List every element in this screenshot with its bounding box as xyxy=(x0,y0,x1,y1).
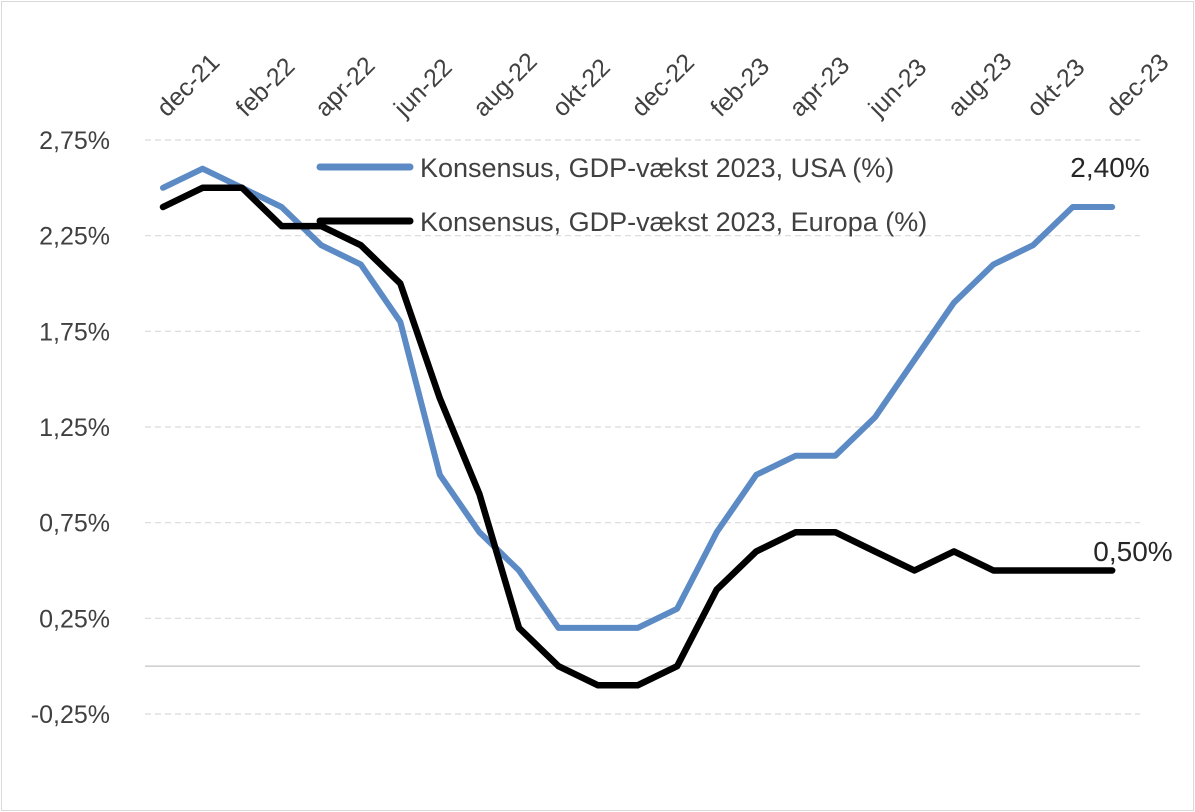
legend-label: Konsensus, GDP-vækst 2023, Europa (%) xyxy=(420,207,927,237)
legend-label: Konsensus, GDP-vækst 2023, USA (%) xyxy=(420,153,894,183)
x-tick-label: jun-22 xyxy=(388,53,458,123)
end-label-europa: 0,50% xyxy=(1093,536,1172,567)
x-tick-label: aug-22 xyxy=(468,47,543,122)
x-tick-label: dec-22 xyxy=(626,48,700,122)
y-tick-label: -0,25% xyxy=(31,701,110,729)
end-labels: 2,40% 0,50% xyxy=(1070,152,1172,567)
series-lines xyxy=(159,165,1116,689)
y-tick-label: 0,75% xyxy=(39,510,110,538)
x-tick-label: okt-22 xyxy=(547,53,616,122)
y-tick-label: 1,25% xyxy=(39,414,110,442)
x-tick-label: jun-23 xyxy=(863,53,933,123)
x-tick-label: dec-23 xyxy=(1101,48,1175,122)
x-tick-label: aug-23 xyxy=(942,47,1017,122)
x-tick-label: feb-23 xyxy=(705,52,775,122)
x-tick-label: okt-23 xyxy=(1022,53,1091,122)
series-line-europa xyxy=(159,184,1116,689)
y-tick-label: 2,25% xyxy=(39,223,110,251)
x-tick-label: apr-23 xyxy=(784,51,855,122)
x-axis: dec-21 feb-22 apr-22 jun-22 aug-22 okt-22 dec-… xyxy=(151,47,1174,123)
x-tick-label: dec-21 xyxy=(151,48,225,122)
y-tick-label: 0,25% xyxy=(39,605,110,633)
x-tick-label: apr-22 xyxy=(310,51,381,122)
y-tick-label: 2,75% xyxy=(39,127,110,155)
legend: Konsensus, GDP-vækst 2023, USA (%) Konsen… xyxy=(316,153,927,237)
y-tick-label: 1,75% xyxy=(39,318,110,346)
series-line-usa xyxy=(160,165,1116,631)
end-label-usa: 2,40% xyxy=(1070,152,1149,183)
x-tick-label: feb-22 xyxy=(231,52,301,122)
y-axis: 2,75% 2,25% 1,75% 1,25% 0,75% 0,25% -0,25% xyxy=(31,127,110,729)
